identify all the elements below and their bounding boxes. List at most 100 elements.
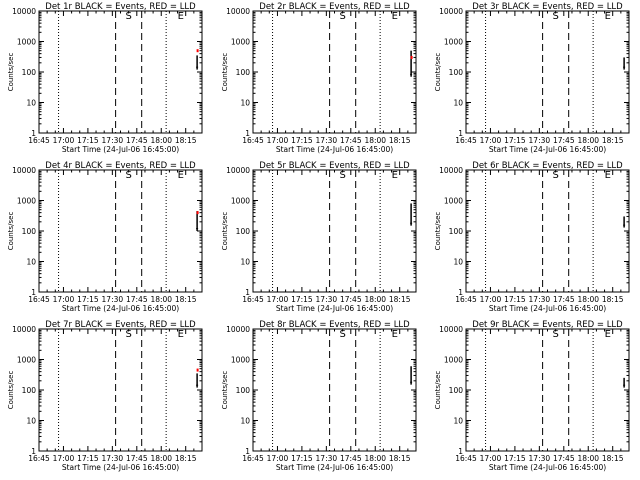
marker-label-s: S (552, 329, 558, 340)
x-tick-label: 17:15 (291, 295, 313, 304)
y-tick-label: 1 (31, 288, 36, 297)
x-tick-label: 17:00 (480, 136, 502, 145)
y-axis-label: Counts/sec (221, 53, 229, 92)
x-tick-label: 17:45 (126, 295, 148, 304)
x-tick-label: 18:15 (389, 295, 411, 304)
y-tick-label: 100 (22, 227, 37, 236)
detector-panel-6: Det 6r BLACK = Events, RED = LLD 1 10 100 10… (434, 161, 630, 313)
y-tick-label: 10 (26, 258, 36, 267)
x-tick-label: 17:45 (340, 295, 362, 304)
x-tick-label: 17:30 (102, 295, 124, 304)
plot-frame (465, 328, 630, 452)
x-tick-label: 16:45 (242, 454, 264, 463)
x-tick-label: 17:00 (53, 454, 75, 463)
panel-title: Det 8r BLACK = Events, RED = LLD (259, 320, 410, 330)
marker-label-e: E (178, 170, 184, 181)
x-tick-label: 18:15 (389, 454, 411, 463)
y-axis-label: Counts/sec (7, 371, 15, 410)
y-tick-label: 10 (240, 258, 250, 267)
x-axis-label: Start Time (24-Jul-06 16:45:00) (62, 145, 179, 154)
plot-frame (252, 169, 417, 293)
y-tick-label: 10000 (12, 166, 36, 175)
marker-label-s: S (552, 11, 558, 22)
x-tick-label: 18:15 (389, 136, 411, 145)
y-tick-label: 1 (458, 288, 463, 297)
x-tick-label: 18:15 (175, 136, 197, 145)
panel-title: Det 3r BLACK = Events, RED = LLD (472, 2, 623, 12)
y-axis-label: Counts/sec (221, 371, 229, 410)
x-tick-label: 16:45 (28, 295, 50, 304)
y-tick-label: 1 (31, 129, 36, 138)
y-tick-label: 10000 (439, 166, 463, 175)
detector-panel-9: Det 9r BLACK = Events, RED = LLD 1 10 100 10… (434, 320, 630, 472)
x-tick-label: 17:15 (291, 454, 313, 463)
marker-label-e: E (605, 11, 611, 22)
x-tick-label: 18:00 (364, 295, 386, 304)
y-tick-label: 10000 (226, 166, 250, 175)
x-tick-label: 18:00 (577, 295, 599, 304)
y-tick-label: 1000 (17, 356, 36, 365)
x-tick-label: 17:00 (53, 136, 75, 145)
x-tick-label: 17:45 (126, 454, 148, 463)
x-tick-label: 18:15 (602, 295, 624, 304)
x-tick-label: 17:00 (480, 454, 502, 463)
x-tick-label: 17:15 (77, 136, 99, 145)
detector-panel-8: Det 8r BLACK = Events, RED = LLD 1 10 100 10… (221, 320, 417, 472)
x-tick-label: 18:00 (364, 454, 386, 463)
y-tick-label: 1000 (231, 38, 250, 47)
y-tick-label: 1000 (17, 197, 36, 206)
x-tick-label: 18:15 (175, 454, 197, 463)
x-tick-label: 17:45 (340, 136, 362, 145)
x-tick-label: 17:30 (529, 295, 551, 304)
x-tick-label: 17:45 (553, 454, 575, 463)
x-tick-label: 18:00 (150, 454, 172, 463)
lld-point (410, 55, 413, 59)
panel-title: Det 4r BLACK = Events, RED = LLD (45, 161, 196, 171)
marker-label-s: S (125, 11, 131, 22)
y-tick-label: 1000 (17, 38, 36, 47)
lld-point (196, 368, 199, 372)
x-tick-label: 17:00 (480, 295, 502, 304)
panel-title: Det 9r BLACK = Events, RED = LLD (472, 320, 623, 330)
y-tick-label: 100 (449, 68, 464, 77)
y-tick-label: 10 (26, 99, 36, 108)
x-tick-label: 17:45 (553, 136, 575, 145)
x-tick-label: 16:45 (242, 136, 264, 145)
marker-label-e: E (392, 170, 398, 181)
y-axis-label: Counts/sec (7, 212, 15, 251)
y-tick-label: 100 (22, 386, 37, 395)
y-tick-label: 1000 (444, 356, 463, 365)
x-tick-label: 16:45 (455, 295, 477, 304)
panel-title: Det 6r BLACK = Events, RED = LLD (472, 161, 623, 171)
x-tick-label: 18:15 (175, 295, 197, 304)
y-tick-label: 1000 (444, 38, 463, 47)
marker-label-e: E (605, 329, 611, 340)
marker-label-s: S (339, 170, 345, 181)
x-tick-label: 17:15 (504, 136, 526, 145)
y-tick-label: 100 (236, 68, 251, 77)
y-tick-label: 100 (22, 68, 37, 77)
y-axis-label: Counts/sec (221, 212, 229, 251)
x-tick-label: 17:15 (77, 295, 99, 304)
x-tick-label: 17:30 (102, 136, 124, 145)
x-axis-label: Start Time (24-Jul-06 16:45:00) (62, 304, 179, 313)
x-tick-label: 18:00 (150, 136, 172, 145)
y-tick-label: 100 (449, 386, 464, 395)
detector-panel-3: Det 3r BLACK = Events, RED = LLD 1 10 100 10… (434, 2, 630, 154)
x-tick-label: 17:00 (267, 295, 289, 304)
y-tick-label: 100 (236, 227, 251, 236)
x-tick-label: 17:00 (267, 454, 289, 463)
y-tick-label: 10 (453, 258, 463, 267)
y-tick-label: 1000 (231, 356, 250, 365)
y-tick-label: 1 (245, 129, 250, 138)
x-tick-label: 16:45 (242, 295, 264, 304)
y-tick-label: 1 (458, 129, 463, 138)
x-tick-label: 17:45 (340, 454, 362, 463)
plot-frame (38, 328, 203, 452)
marker-label-s: S (339, 329, 345, 340)
marker-label-s: S (125, 170, 131, 181)
x-tick-label: 17:30 (316, 136, 338, 145)
x-tick-label: 17:30 (316, 295, 338, 304)
y-tick-label: 10 (453, 99, 463, 108)
